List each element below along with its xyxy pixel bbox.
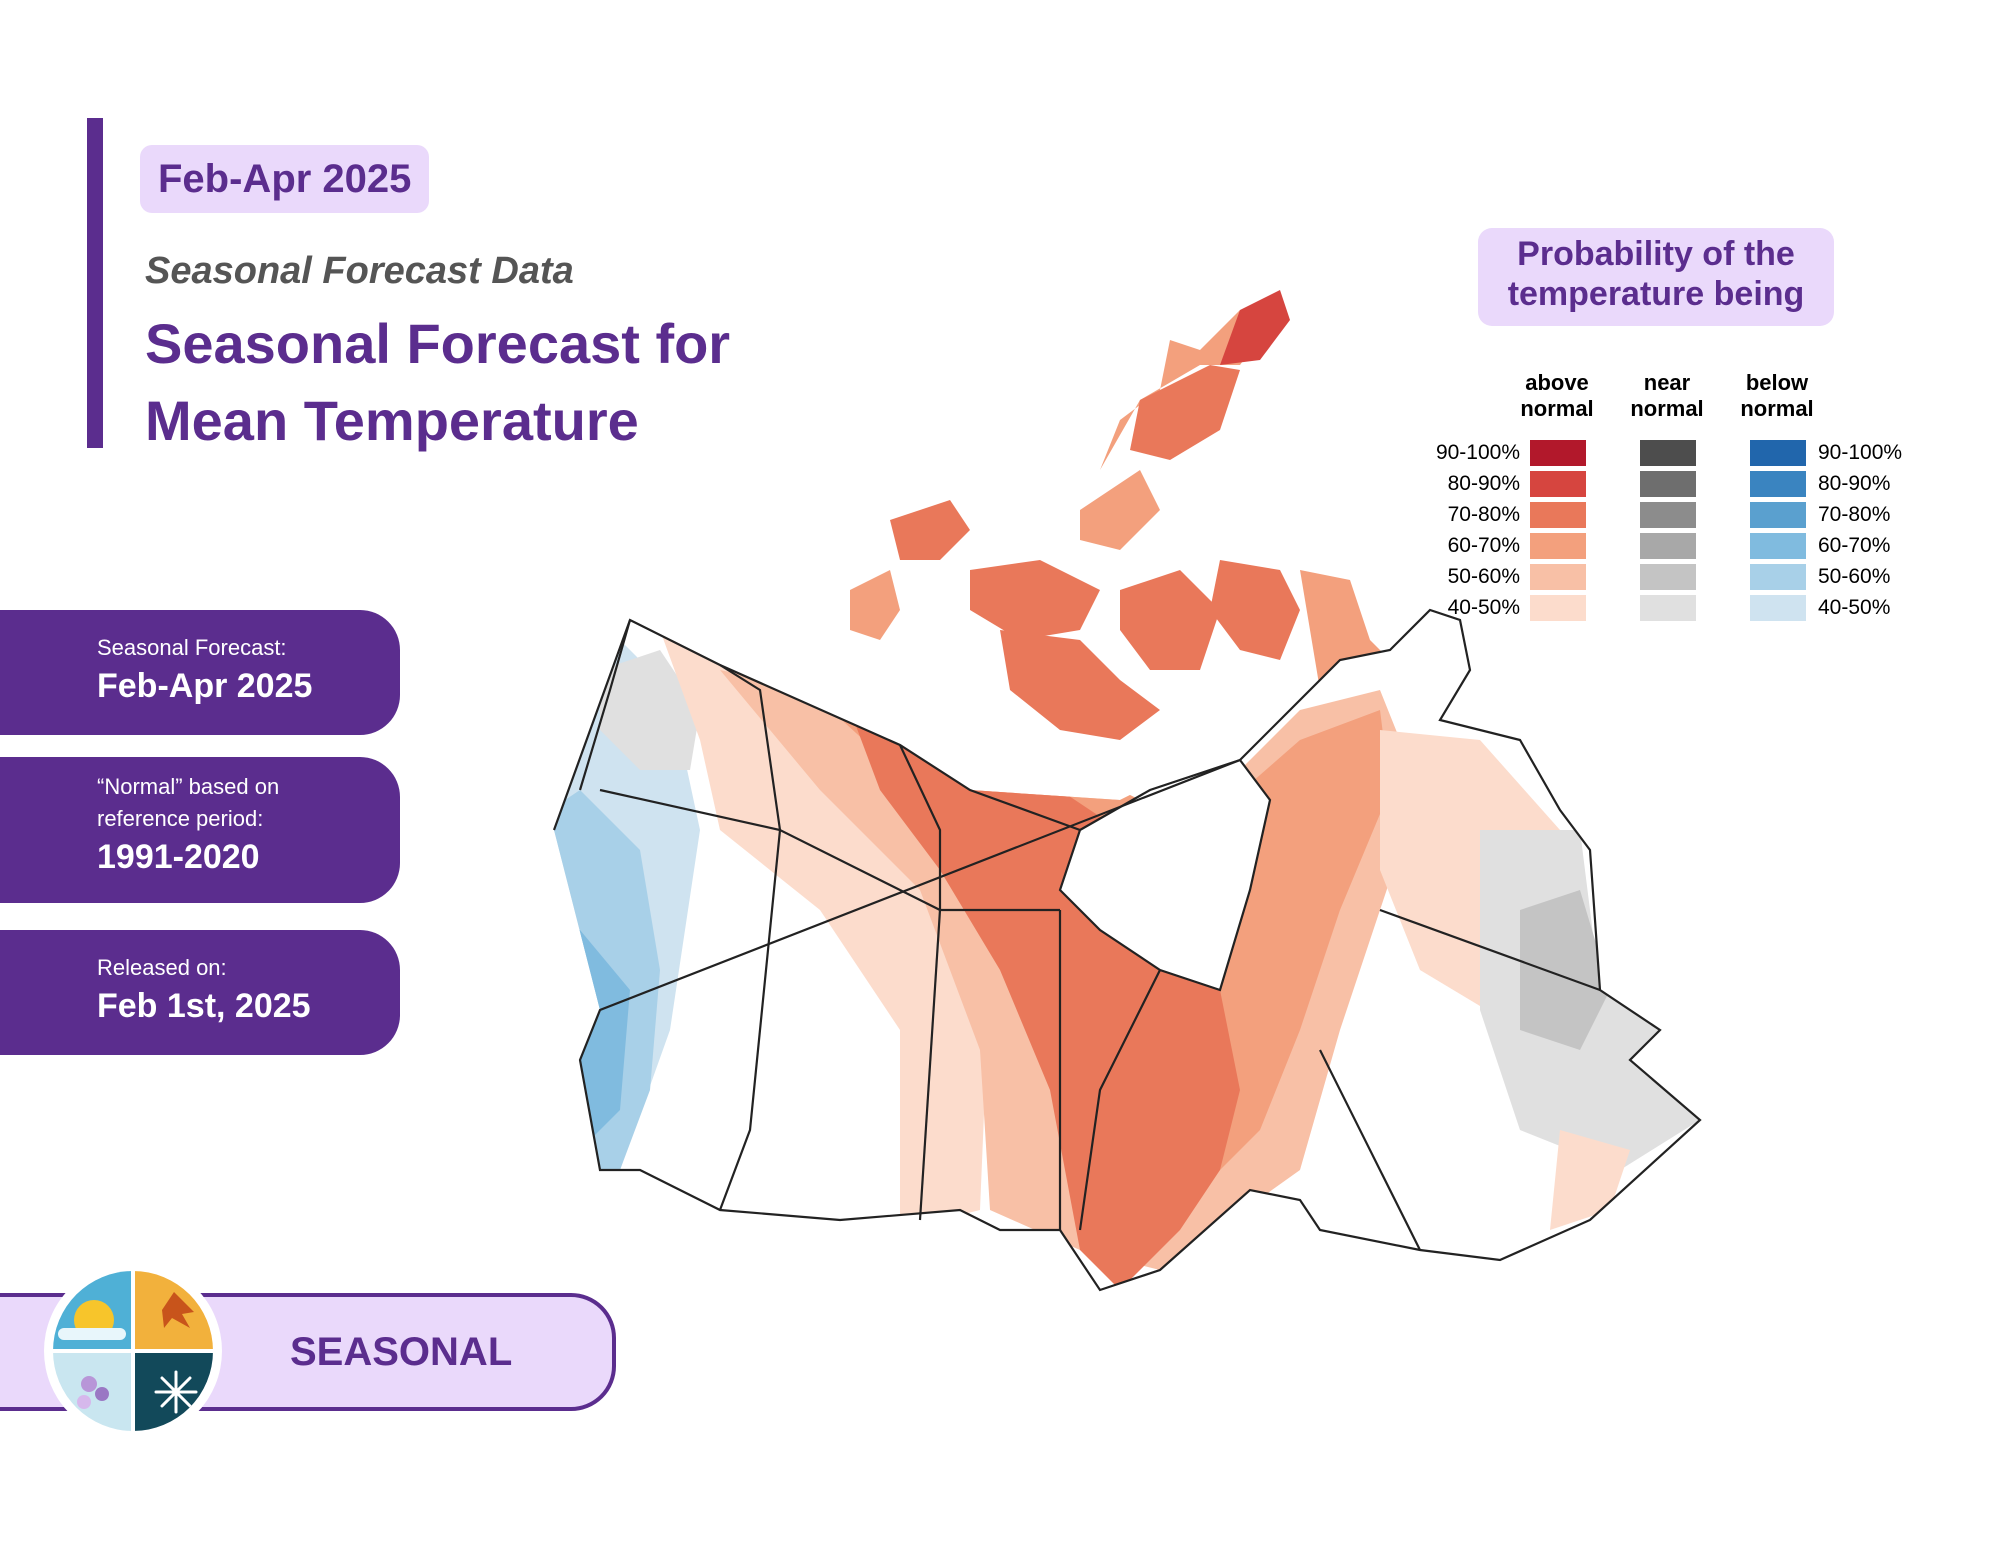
legend-range-label-right: 60-70% [1818,534,1891,557]
title-line-1: Seasonal Forecast for [145,312,731,375]
legend-title: Probability of the temperature being [1478,228,1834,326]
legend-range-label-right: 50-60% [1818,565,1891,588]
card-label: “Normal” based on reference period: [97,774,280,831]
reference-period-card: “Normal” based on reference period: 1991… [0,757,400,903]
forecast-period-card: Seasonal Forecast: Feb-Apr 2025 [0,610,400,735]
legend-swatch [1640,440,1696,466]
legend-range-label-left: 70-80% [1447,503,1520,526]
card-value: Feb-Apr 2025 [97,667,313,705]
legend-range-label-left: 60-70% [1447,534,1520,557]
subtitle: Seasonal Forecast Data [145,250,574,292]
title-line-2: Mean Temperature [145,389,639,452]
period-chip: Feb-Apr 2025 [140,145,430,213]
page-title: Seasonal Forecast for Mean Temperature [145,305,730,459]
legend-swatch [1530,440,1586,466]
forecast-map [552,290,1702,1292]
card-label: Seasonal Forecast: [97,635,287,660]
legend-swatch [1530,533,1586,559]
legend-heading-below: below normal [1740,370,1814,421]
legend-swatch [1750,440,1806,466]
legend-title-line-1: Probability of the [1517,235,1795,273]
accent-bar [87,118,103,448]
seasonal-label: SEASONAL [290,1330,513,1374]
legend-swatch [1750,533,1806,559]
hudson-bay [1060,760,1270,990]
release-date-card: Released on: Feb 1st, 2025 [0,930,400,1055]
legend-heading-near: near normal [1630,370,1704,421]
card-label: Released on: [97,955,227,980]
legend-swatch [1530,471,1586,497]
legend-range-label-left: 40-50% [1447,596,1520,619]
legend-swatch [1640,564,1696,590]
legend-range-label-right: 70-80% [1818,503,1891,526]
seasons-logo-icon [44,1262,222,1440]
legend-swatch [1530,595,1586,621]
legend-swatch [1640,502,1696,528]
legend-range-label-left: 80-90% [1447,472,1520,495]
legend-range-label-right: 80-90% [1818,472,1891,495]
legend-range-label-right: 90-100% [1818,441,1903,464]
card-value: 1991-2020 [97,838,260,876]
legend-range-label-left: 50-60% [1447,565,1520,588]
provincial-borders [552,608,1702,1292]
legend-range-label-right: 40-50% [1818,596,1891,619]
legend-swatch [1530,564,1586,590]
legend-swatch [1750,564,1806,590]
legend-swatch [1750,471,1806,497]
legend-swatch [1640,595,1696,621]
legend-swatch [1640,533,1696,559]
legend-swatch [1640,471,1696,497]
legend-swatch [1750,595,1806,621]
legend-title-line-2: temperature being [1507,275,1805,313]
legend-heading-above: above normal [1520,370,1594,421]
legend-swatch [1750,502,1806,528]
legend-range-label-left: 90-100% [1435,441,1520,464]
card-value: Feb 1st, 2025 [97,987,311,1025]
legend-swatch [1530,502,1586,528]
